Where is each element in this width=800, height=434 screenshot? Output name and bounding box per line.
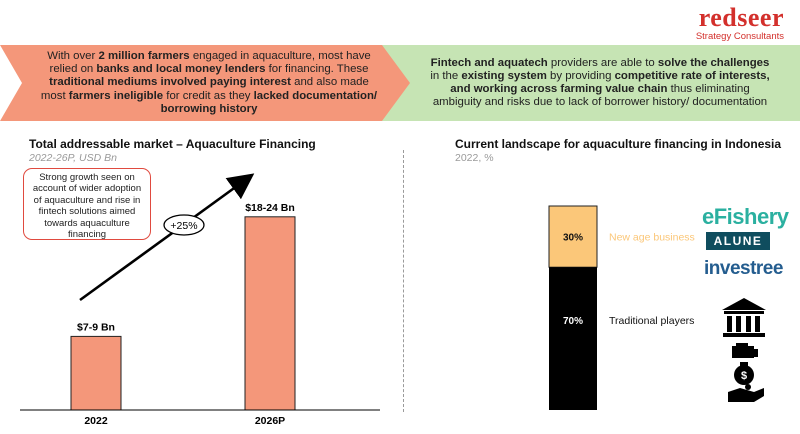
banner-right-run: competitive rate of interests, and worki… [450,69,770,95]
cagr-label: +25% [170,220,197,232]
bar-data-label: $18-24 Bn [245,202,295,214]
bar-data-label: $7-9 Bn [77,321,115,333]
banner-right: Fintech and aquatech providers are able … [382,45,800,121]
segment-new-age [548,205,598,268]
logo-tagline: Strategy Consultants [695,31,784,42]
banner-left-run: for credit as they [163,89,254,102]
banner-left-text: With over 2 million farmers engaged in a… [38,50,380,116]
landscape-stacked-bar: 30% 70% New age business Traditional player… [548,205,695,410]
series-name-new-age: New age business [609,232,695,244]
banner-right-run: Fintech and aquatech [430,56,548,69]
bar-2022 [70,335,122,411]
efishery-logo: eFishery [702,204,789,229]
investree-logo: investree [704,258,783,279]
right-chart-title: Current landscape for aquaculture financ… [455,137,782,151]
bar-2026p [244,216,296,411]
growth-arrow [79,173,255,302]
banner-left-run: for financing. These [265,63,369,76]
hand-coin-icon [728,384,764,402]
left-chart-subtitle: 2022-26P, USD Bn [29,152,117,164]
traditional-icons: $ [722,298,766,402]
redseer-logo: redseer Strategy Consultants [695,3,784,43]
segment-label-new-age: 30% [563,233,583,244]
banner-left-run: lacked documentation/ borrowing history [160,89,378,115]
series-name-traditional: Traditional players [609,315,694,327]
banner-left-run: traditional mediums involved paying inte… [49,76,291,89]
section-divider [403,150,404,412]
banner-left-run: banks and local money lenders [96,63,266,76]
banner-right-run: in the [430,69,462,82]
segment-label-traditional: 70% [563,316,583,327]
right-chart-subtitle: 2022, % [455,152,494,164]
logo-brand: redseer [698,3,784,32]
cagr-bubble: +25% [163,214,205,236]
banner-left-run: farmers ineligible [68,89,164,102]
alune-logo: ALUNE [706,232,770,250]
banner-right-run: solve the challenges [657,56,770,69]
banner-left-run: 2 million farmers [98,49,190,62]
banner-left-run: engaged in aquaculture, most have relied… [49,49,371,76]
banner-right-run: by providing [546,69,615,82]
svg-text:$: $ [741,370,747,382]
tam-bar-chart: $7-9 Bn 2022 $18-24 Bn 2026P +25% [20,173,380,427]
bank-icon [722,298,766,337]
growth-callout: Strong growth seen on account of wider a… [23,168,151,240]
money-bag-icon: $ [734,362,754,385]
x-tick-label: 2026P [255,415,285,427]
banner-right-run: existing system [461,69,547,82]
banner-left-run: With over [47,49,99,62]
segment-traditional [549,267,597,410]
banner-right-run: thus eliminating ambiguity and risks due… [432,83,768,109]
money-hand-icon [732,343,758,358]
banner-left-run: and also made most [40,76,369,102]
x-tick-label: 2022 [84,415,108,427]
banner-left: With over 2 million farmers engaged in a… [0,45,420,121]
banner-right-text: Fintech and aquatech providers are able … [430,57,770,110]
banner-right-run: providers are able to [547,56,658,69]
left-chart-title: Total addressable market – Aquaculture F… [29,137,316,151]
